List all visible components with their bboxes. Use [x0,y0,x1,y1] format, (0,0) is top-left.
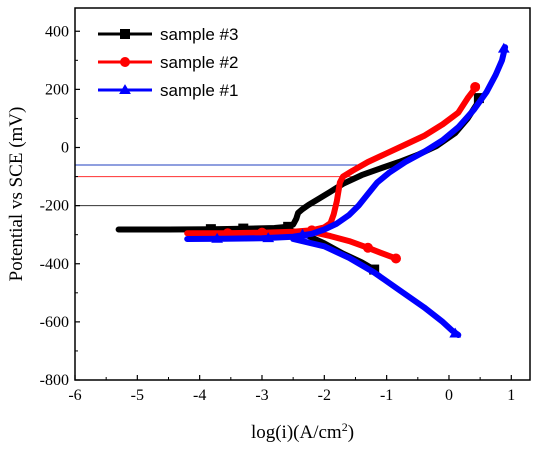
data-point-marker [283,221,294,232]
data-point-marker [449,327,462,338]
data-point-marker [497,42,510,53]
y-tick-label: -600 [40,314,69,331]
y-tick-label: 0 [61,140,69,157]
x-tick-label: -1 [380,387,393,404]
series-anodic-line [184,82,480,237]
series-anodic-line [184,44,509,242]
legend-swatch-marker [120,29,130,39]
x-tick-label: -5 [131,387,144,404]
axis-ticks: -6 -5 -4 -3 -2 -1 0 1 -800 -600 -400 -200 0 200 400 [40,23,516,404]
y-tick-label: -400 [40,256,69,273]
plot-frame [74,7,531,381]
legend-item: sample #1 [98,81,238,100]
legend-label: sample #1 [160,81,238,100]
x-tick-label: 1 [507,387,515,404]
y-tick-label: -200 [40,198,69,215]
reference-lines [75,164,362,207]
x-axis-title: log(i)(A/cm2) [251,420,354,443]
legend-label: sample #3 [160,25,238,44]
x-axis-title-base: log(i)(A/cm [251,422,342,443]
data-point-marker [362,242,373,253]
x-tick-label: 0 [445,387,453,404]
y-tick-label: -800 [40,372,69,389]
legend-label: sample #2 [160,53,238,72]
series-cathodic-line [290,236,462,338]
data-point-marker [262,232,275,243]
y-axis-title: Potential vs SCE (mV) [6,107,27,282]
legend-item: sample #2 [98,53,238,72]
x-axis-title-end: ) [348,422,354,443]
x-tick-label: -2 [318,387,331,404]
legend-swatch-marker [119,84,131,94]
data-point-marker [238,223,249,234]
series-square [115,93,484,275]
x-tick-label: -4 [193,387,206,404]
y-tick-label: 200 [45,81,69,98]
y-tick-label: 400 [45,23,69,40]
data-point-marker [390,253,401,264]
legend-swatch-marker [120,57,130,67]
series-anodic-line [115,93,484,233]
series-triangle [184,42,510,338]
series-cathodic-line [308,228,399,262]
legend-item: sample #3 [98,25,238,44]
x-tick-label: -6 [68,387,81,404]
data-point-marker [205,224,216,235]
data-point-marker [296,228,309,239]
legend: sample #3 sample #2 sample #1 [98,25,238,100]
x-tick-label: -3 [255,387,268,404]
data-point-marker [211,232,223,243]
data-point-marker [470,82,481,93]
series-layer [115,42,510,338]
x-axis-title-sup: 2 [342,420,348,434]
